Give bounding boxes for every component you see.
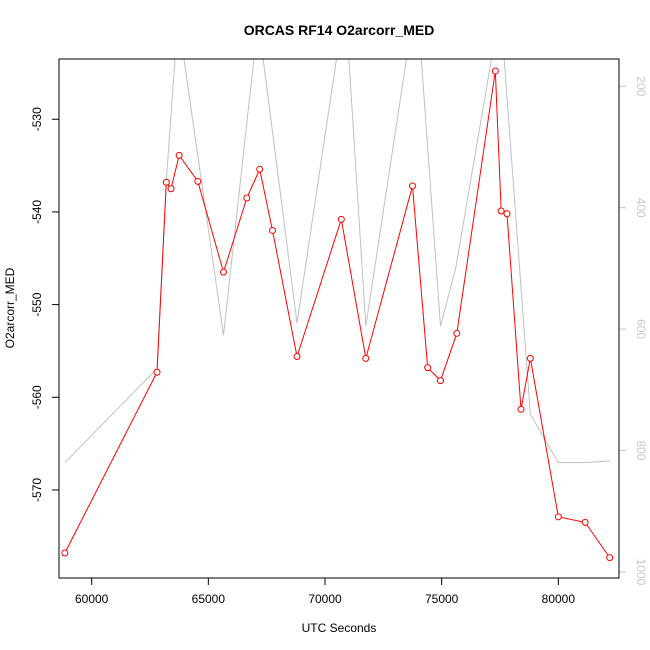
x-tick-label: 70000 xyxy=(308,592,342,606)
y-tick-label: -530 xyxy=(30,107,44,131)
data-point xyxy=(194,177,202,185)
x-axis-label: UTC Seconds xyxy=(302,621,377,635)
data-point xyxy=(61,549,69,557)
data-point xyxy=(491,67,499,75)
x-tick-label: 75000 xyxy=(425,592,459,606)
y2-tick-label: 600 xyxy=(634,319,648,339)
data-point xyxy=(362,354,370,362)
data-point xyxy=(175,151,183,159)
data-point xyxy=(497,207,505,215)
y-tick-label: -570 xyxy=(30,478,44,502)
chart-title: ORCAS RF14 O2arcorr_MED xyxy=(244,22,435,38)
data-point xyxy=(409,182,416,190)
x-tick-label: 65000 xyxy=(192,592,226,606)
data-point xyxy=(437,377,444,385)
data-point xyxy=(220,268,227,276)
y2-tick-label: 400 xyxy=(634,198,648,218)
y2-tick-label: 800 xyxy=(634,441,648,461)
data-point xyxy=(554,513,562,521)
x-tick-label: 60000 xyxy=(75,592,109,606)
data-point xyxy=(269,226,276,234)
y-tick-label: -560 xyxy=(30,385,44,409)
data-point xyxy=(526,354,534,362)
data-point xyxy=(162,178,170,186)
data-point xyxy=(453,329,461,337)
data-point xyxy=(503,210,511,218)
series-line-o2arcorr xyxy=(64,70,611,558)
series-line-right-axis xyxy=(64,59,610,464)
y2-tick-label: 1000 xyxy=(634,559,648,586)
y-axis-label: O2arcorr_MED xyxy=(3,267,17,348)
data-point xyxy=(424,364,432,372)
data-point xyxy=(517,405,525,413)
y2-axis: 200 400 600 800 1000 xyxy=(618,76,648,586)
y-tick-label: -540 xyxy=(30,200,44,224)
y-tick-label: -550 xyxy=(30,292,44,316)
plot-box xyxy=(58,58,620,579)
x-axis: 60000 65000 70000 75000 80000 xyxy=(75,577,576,606)
data-point xyxy=(293,353,301,360)
data-point xyxy=(606,554,614,562)
data-point xyxy=(256,165,264,173)
data-point xyxy=(581,518,589,526)
data-point xyxy=(153,368,161,376)
data-point xyxy=(243,194,251,202)
y2-tick-label: 200 xyxy=(634,76,648,96)
data-point xyxy=(167,185,175,193)
x-tick-label: 80000 xyxy=(542,592,576,606)
y-axis: -570 -560 -550 -540 -530 xyxy=(30,107,60,502)
data-point xyxy=(337,215,345,223)
series-layer xyxy=(61,59,614,562)
